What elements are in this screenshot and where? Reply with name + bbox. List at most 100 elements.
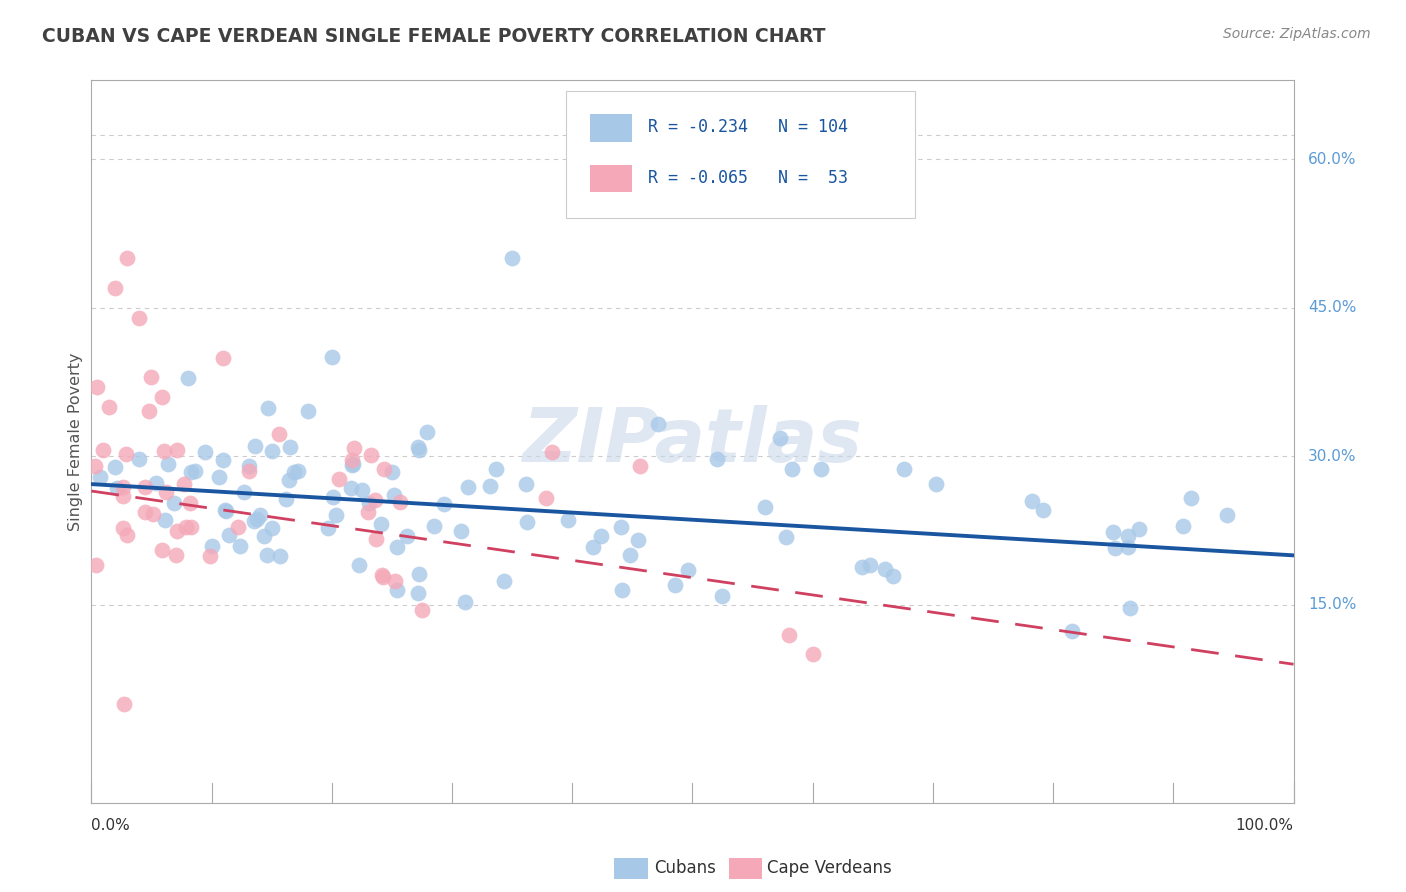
Point [370,568,392,582]
Point [381,465,404,479]
Point [387,582,409,597]
Point [342,458,364,473]
Point [810,461,832,475]
Point [150,543,173,558]
Point [112,697,135,711]
Point [478,479,501,493]
Point [373,462,395,476]
Point [117,252,139,266]
Point [1119,600,1142,615]
Point [541,445,564,459]
FancyBboxPatch shape [591,165,633,193]
Text: 0.0%: 0.0% [91,818,131,832]
Point [754,500,776,514]
Point [627,533,650,548]
Point [243,515,266,529]
Point [180,465,202,479]
Text: R = -0.065   N =  53: R = -0.065 N = 53 [648,169,848,186]
Point [342,457,364,471]
Point [801,648,824,662]
Point [173,476,195,491]
Point [134,480,156,494]
Point [138,404,160,418]
Point [150,391,173,405]
Point [1216,508,1239,522]
Point [157,458,180,472]
Y-axis label: Single Female Poverty: Single Female Poverty [67,352,83,531]
Point [1116,540,1139,554]
Point [256,549,278,563]
Point [318,521,340,535]
Point [609,519,631,533]
Point [406,441,429,455]
Text: 100.0%: 100.0% [1236,818,1294,832]
Point [706,452,728,467]
Point [406,586,429,600]
Point [534,491,557,505]
Point [582,541,605,555]
Point [360,448,382,462]
Point [882,568,904,582]
Point [218,527,240,541]
Point [166,524,188,539]
Point [274,491,297,506]
Text: 30.0%: 30.0% [1308,449,1357,464]
Point [619,548,641,562]
Point [340,453,363,467]
Point [86,380,108,394]
Text: ZIPatlas: ZIPatlas [523,405,862,478]
Point [229,539,252,553]
Point [371,570,394,584]
Point [515,476,537,491]
Point [408,443,430,458]
Point [366,532,388,546]
Point [174,519,197,533]
Point [111,489,134,503]
Point [214,502,236,516]
Point [104,459,127,474]
Point [416,425,439,440]
Point [105,481,128,495]
Point [262,520,284,534]
Point [111,480,134,494]
Point [165,549,187,563]
Text: R = -0.234   N = 104: R = -0.234 N = 104 [648,119,848,136]
Point [128,310,150,325]
Point [142,507,165,521]
Point [252,528,274,542]
Point [411,603,433,617]
Point [370,516,392,531]
Point [257,401,280,415]
Point [215,504,238,518]
Point [484,462,506,476]
Point [385,540,408,554]
Point [153,443,176,458]
Point [357,505,380,519]
Point [925,477,948,491]
Point [155,513,177,527]
Point [104,281,127,295]
Point [226,520,249,534]
Point [454,594,477,608]
Point [780,462,803,476]
Point [1104,541,1126,555]
Point [98,400,121,414]
Point [851,560,873,574]
Point [321,351,343,365]
Point [382,487,405,501]
Point [208,470,231,484]
Point [166,442,188,457]
Point [589,529,612,543]
Point [628,458,651,473]
Point [516,515,538,529]
Point [328,472,350,486]
Point [340,481,363,495]
Point [86,558,108,572]
Point [246,512,269,526]
Point [112,521,135,535]
FancyBboxPatch shape [591,114,633,142]
Point [450,524,472,538]
Point [395,529,418,543]
Text: Cubans: Cubans [654,859,716,877]
Point [347,558,370,573]
